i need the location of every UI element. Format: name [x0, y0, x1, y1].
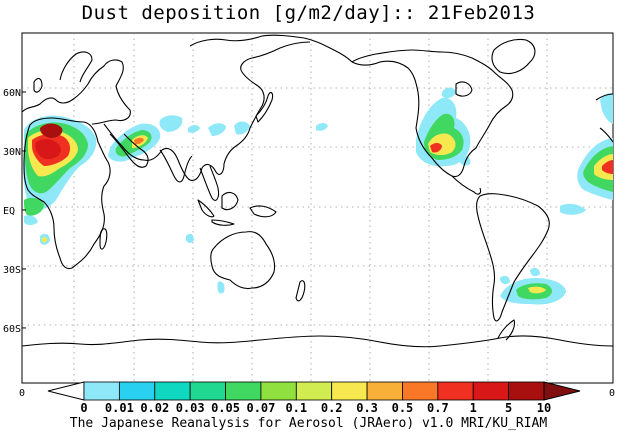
dust-area-south-america	[500, 275, 510, 285]
dust-area-arabia	[134, 137, 144, 145]
latitude-label: EQ	[3, 206, 15, 217]
colorbar-label: 10	[537, 401, 551, 415]
dust-area-asia	[234, 121, 250, 135]
dust-area-tropical-atlantic	[24, 215, 38, 225]
dust-area-sahara	[35, 139, 61, 159]
dust-area-pacific	[316, 123, 328, 131]
colorbar-box	[189, 381, 226, 401]
coast-japan	[255, 91, 274, 123]
colorbar-label: 0.7	[427, 401, 449, 415]
graticule	[22, 33, 613, 383]
coast-africa-east-edge	[599, 127, 614, 143]
dust-area-south-atlantic	[528, 286, 546, 294]
coast-india	[159, 149, 193, 183]
colorbar-box	[472, 381, 510, 401]
footer-credit: The Japanese Reanalysis for Aerosol (JRA…	[69, 416, 548, 431]
colorbar-label: 0.02	[140, 401, 169, 415]
coast-central-america	[451, 175, 482, 195]
dust-area-asia	[188, 125, 200, 133]
dust-area-atlantic-east	[602, 160, 613, 174]
coast-hudson-bay	[455, 81, 473, 97]
colorbar-label: 0.03	[176, 401, 205, 415]
coast-south-america	[476, 193, 550, 322]
colorbar-label: 0.07	[246, 401, 275, 415]
coast-siberia	[189, 34, 353, 63]
colorbar-box	[437, 381, 474, 401]
colorbar: 0 0.01 0.02 0.03 0.05 0.07 0.1 0.2 0.3 0.5 0.7 1 5 10	[47, 381, 581, 415]
colorbar-label: 0	[80, 401, 87, 415]
colorbar-box	[508, 381, 545, 401]
colorbar-box	[154, 381, 191, 401]
coast-borneo	[221, 191, 239, 211]
dust-area-asia	[159, 115, 183, 132]
coast-indochina	[199, 165, 220, 201]
colorbar-high-triangle	[543, 381, 581, 401]
colorbar-box	[331, 381, 368, 401]
dust-area-atlantic-east	[600, 93, 613, 124]
colorbar-label: 0.5	[392, 401, 414, 415]
coast-java	[211, 219, 235, 226]
latitude-label: 60S	[3, 324, 21, 335]
colorbar-label: 5	[505, 401, 512, 415]
coast-north-america	[351, 49, 514, 178]
coast-antarctic-peninsula	[497, 319, 516, 341]
colorbar-box	[366, 381, 403, 401]
coast-new-zealand	[295, 280, 306, 302]
colorbar-box	[225, 381, 262, 401]
dust-area-north-america	[442, 87, 456, 99]
coast-sumatra	[197, 199, 215, 218]
dust-area-north-america	[459, 155, 471, 166]
colorbar-label: 0.05	[211, 401, 240, 415]
colorbar-box	[295, 381, 333, 401]
colorbar-label: 1	[470, 401, 477, 415]
dust-area-north-america	[430, 143, 442, 153]
right-edge-value: 0	[609, 388, 615, 399]
latitude-label: 30N	[3, 147, 21, 158]
colorbar-label: 0.01	[105, 401, 134, 415]
dust-deposition-shading	[23, 87, 613, 305]
map-frame	[21, 32, 614, 384]
dust-area-southern-africa	[42, 236, 47, 243]
dust-area-australia	[217, 281, 225, 294]
coast-arabia	[109, 133, 149, 168]
coast-madagascar	[99, 228, 108, 250]
colorbar-box	[402, 381, 439, 401]
colorbar-box	[260, 381, 297, 401]
colorbar-label: 0.2	[321, 401, 343, 415]
latitude-labels: 60N 30N EQ 30S 60S	[3, 88, 26, 335]
coast-greenland	[491, 38, 536, 75]
dust-area-south-america	[530, 267, 540, 277]
colorbar-box	[118, 381, 156, 401]
colorbar-box	[83, 381, 120, 401]
coast-uk	[33, 77, 43, 93]
coast-europe-east-edge	[595, 93, 614, 101]
coast-scandinavia	[59, 51, 93, 83]
dust-area-australia	[186, 233, 194, 243]
colorbar-label: 0.1	[285, 401, 307, 415]
colorbar-label: 0.3	[356, 401, 378, 415]
left-edge-value: 0	[19, 388, 25, 399]
coast-antarctica	[21, 335, 614, 348]
colorbar-low-triangle	[47, 381, 85, 401]
dust-area-tropical-atlantic	[24, 197, 44, 216]
coast-asia	[103, 41, 311, 181]
latitude-label: 60N	[3, 88, 21, 99]
coast-australia	[210, 231, 276, 290]
dust-area-asia	[208, 123, 226, 136]
dust-area-tropical-atlantic-west	[560, 203, 586, 215]
map-title: Dust deposition [g/m2/day]:: 21Feb2013	[81, 2, 536, 24]
coast-europe	[21, 59, 131, 125]
latitude-label: 30S	[3, 265, 21, 276]
coast-africa	[23, 117, 111, 270]
dust-area-sahara	[40, 123, 63, 138]
coastlines	[21, 34, 614, 348]
coast-new-guinea	[249, 205, 277, 218]
